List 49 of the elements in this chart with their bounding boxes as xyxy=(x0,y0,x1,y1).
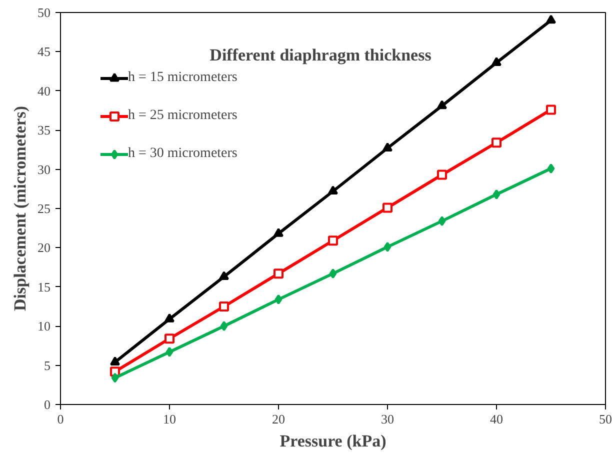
point xyxy=(492,57,502,66)
legend-label: h = 25 micrometers xyxy=(128,108,238,124)
x-tick-label: 20 xyxy=(272,412,285,426)
point xyxy=(274,228,284,237)
text: Different diaphragm thickness xyxy=(210,46,432,64)
point xyxy=(546,104,556,115)
point xyxy=(328,236,338,246)
legend-label: h = 15 micrometers xyxy=(128,70,238,86)
point xyxy=(382,202,392,213)
y-tick-label: 35 xyxy=(38,122,50,138)
y-tick-label: 20 xyxy=(38,240,50,256)
x-axis-title: Pressure (kPa) xyxy=(280,432,386,450)
point xyxy=(166,346,174,357)
point xyxy=(111,372,119,383)
y-tick-label: 30 xyxy=(38,162,50,177)
point xyxy=(274,294,282,304)
y-axis-title: Displacement (micrometers) xyxy=(10,106,30,312)
y-tick-label: 40 xyxy=(38,83,50,98)
point xyxy=(219,271,229,280)
y-tick-label: 0 xyxy=(44,397,50,412)
x-tick-label: 0 xyxy=(57,412,64,426)
x-tick-label: 40 xyxy=(490,412,503,426)
point xyxy=(164,334,174,344)
x-tick-label: 10 xyxy=(163,412,176,426)
y-tick-label: 50 xyxy=(38,5,50,20)
y-tick-label: 25 xyxy=(38,201,50,216)
point xyxy=(274,268,284,279)
point xyxy=(382,142,392,152)
point xyxy=(437,100,447,110)
point xyxy=(547,164,555,174)
point xyxy=(219,302,229,312)
point xyxy=(329,268,337,279)
point xyxy=(164,313,174,322)
point xyxy=(492,138,502,148)
x-tick-label: 30 xyxy=(381,412,394,426)
point xyxy=(437,170,447,180)
y-tick-label: 45 xyxy=(38,44,50,60)
y-tick-label: 10 xyxy=(38,318,50,334)
point xyxy=(438,216,446,226)
x-tick-label: 50 xyxy=(599,412,612,426)
point xyxy=(546,14,556,24)
y-tick-label: 5 xyxy=(44,358,50,373)
point xyxy=(220,321,228,332)
point xyxy=(110,356,120,366)
legend-label: h = 30 micrometers xyxy=(128,146,238,162)
point xyxy=(328,186,338,195)
point xyxy=(384,242,392,252)
point xyxy=(492,189,500,200)
y-tick-label: 15 xyxy=(38,279,50,294)
